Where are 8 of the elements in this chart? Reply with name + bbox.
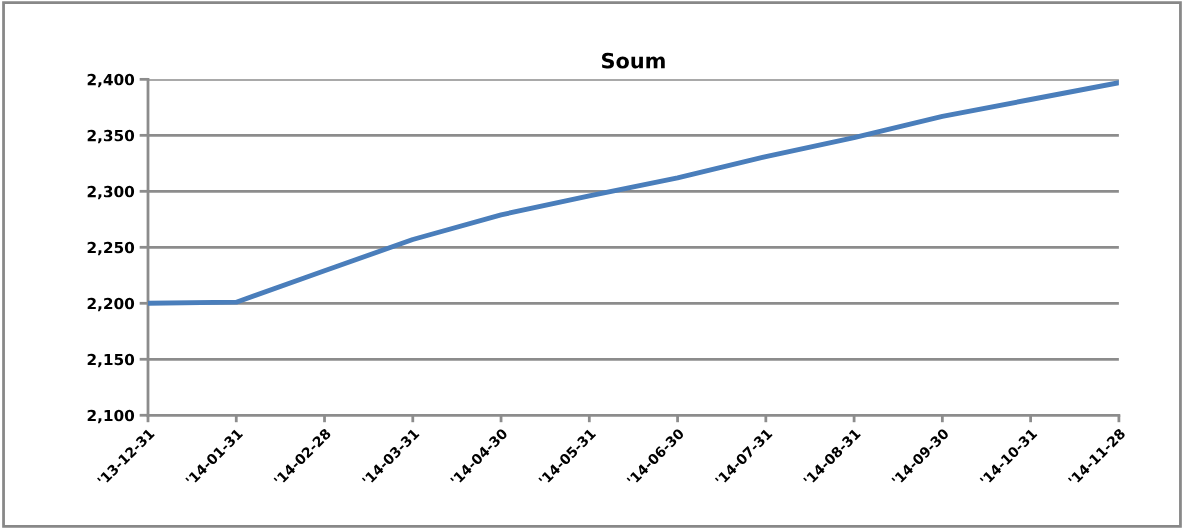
y-tick-label: 2,400 <box>87 73 135 88</box>
y-tick-label: 2,250 <box>87 241 135 256</box>
y-tick-label: 2,150 <box>87 353 135 368</box>
y-tick-label: 2,200 <box>87 297 135 312</box>
y-tick-label: 2,350 <box>87 129 135 144</box>
y-tick-label: 2,300 <box>87 185 135 200</box>
y-tick-label: 2,100 <box>87 409 135 424</box>
chart-title: Soum <box>602 52 665 69</box>
